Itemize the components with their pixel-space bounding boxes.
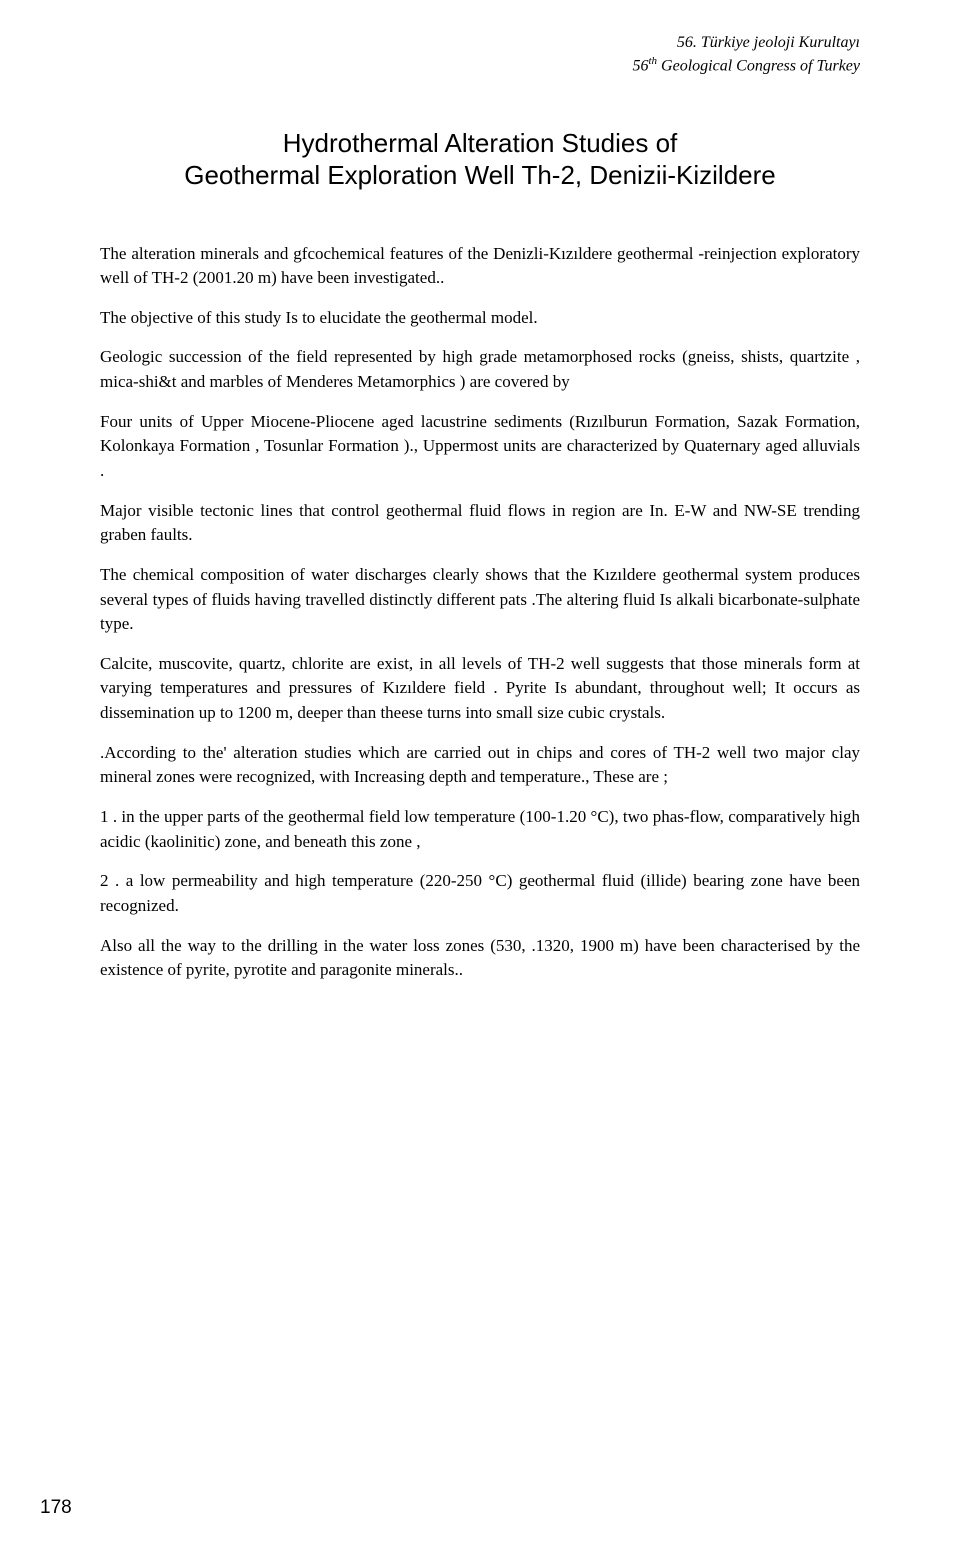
header-line-2a: 56 bbox=[632, 57, 648, 74]
header-line-2: 56th Geological Congress of Turkey bbox=[100, 54, 860, 77]
header-line-1: 56. Türkiye jeoloji Kurultayı bbox=[100, 32, 860, 54]
paragraph: The objective of this study Is to elucid… bbox=[100, 306, 860, 331]
page-number: 178 bbox=[40, 1497, 72, 1519]
header-ordinal-sup: th bbox=[648, 55, 657, 67]
paragraph: The chemical composition of water discha… bbox=[100, 563, 860, 637]
paper-title: Hydrothermal Alteration Studies of Geoth… bbox=[100, 127, 860, 192]
paragraph: Geologic succession of the field represe… bbox=[100, 345, 860, 394]
paragraph: .According to the' alteration studies wh… bbox=[100, 741, 860, 790]
paragraph: Also all the way to the drilling in the … bbox=[100, 934, 860, 983]
title-line-1: Hydrothermal Alteration Studies of bbox=[100, 127, 860, 160]
paragraph: Major visible tectonic lines that contro… bbox=[100, 499, 860, 548]
paragraph: 1 . in the upper parts of the geothermal… bbox=[100, 805, 860, 854]
paragraph: 2 . a low permeability and high temperat… bbox=[100, 869, 860, 918]
paragraph: Calcite, muscovite, quartz, chlorite are… bbox=[100, 652, 860, 726]
paragraph: Four units of Upper Miocene-Pliocene age… bbox=[100, 410, 860, 484]
paper-header: 56. Türkiye jeoloji Kurultayı 56th Geolo… bbox=[100, 32, 860, 77]
paper-body: The alteration minerals and gfcochemical… bbox=[100, 242, 860, 983]
header-line-2b: Geological Congress of Turkey bbox=[657, 57, 860, 74]
paragraph: The alteration minerals and gfcochemical… bbox=[100, 242, 860, 291]
title-line-2: Geothermal Exploration Well Th-2, Denizi… bbox=[100, 159, 860, 192]
